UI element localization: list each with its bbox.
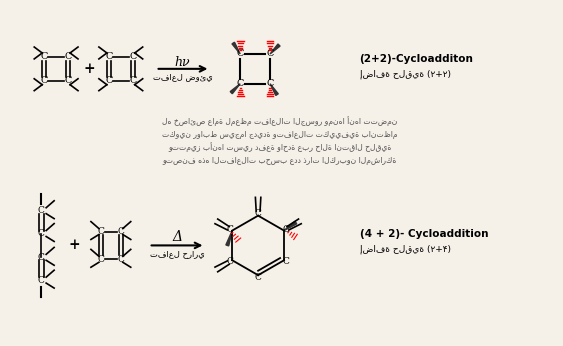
Text: C: C — [129, 53, 136, 62]
Text: C: C — [117, 227, 124, 236]
Text: C: C — [129, 76, 136, 85]
Text: C: C — [64, 76, 72, 85]
Polygon shape — [284, 221, 297, 230]
Text: له خصائص عامة لمعظم تفاعلات الجسور ومنها أنها تتضمن: له خصائص عامة لمعظم تفاعلات الجسور ومنها… — [162, 117, 397, 126]
Text: hν: hν — [175, 56, 190, 70]
Text: C: C — [41, 53, 48, 62]
Text: C: C — [38, 276, 44, 285]
Text: تفاعل ضوئي: تفاعل ضوئي — [153, 72, 212, 81]
Text: C: C — [38, 253, 44, 262]
Polygon shape — [226, 230, 233, 246]
Text: C: C — [226, 257, 233, 266]
Text: وتتميز بأنها تسير دفعة واحدة عبر حالة انتقال حلقية: وتتميز بأنها تسير دفعة واحدة عبر حالة ان… — [168, 142, 392, 152]
Text: C: C — [64, 53, 72, 62]
Text: (4 + 2)- Cycloaddition: (4 + 2)- Cycloaddition — [360, 228, 488, 238]
Polygon shape — [232, 42, 240, 54]
Text: تكوين روابط سيجما جديدة وتفاعلات تكييفية بانتظام: تكوين روابط سيجما جديدة وتفاعلات تكييفية… — [162, 130, 397, 139]
Text: C: C — [226, 225, 233, 234]
Text: +: + — [83, 62, 95, 76]
Polygon shape — [270, 84, 278, 95]
Text: Δ: Δ — [172, 230, 182, 245]
Text: C: C — [236, 79, 244, 88]
Text: C: C — [266, 79, 274, 88]
Text: C: C — [97, 227, 104, 236]
Text: إضافة حلقية (۲+۴): إضافة حلقية (۲+۴) — [360, 245, 450, 254]
Text: C: C — [38, 206, 44, 215]
Text: C: C — [41, 76, 48, 85]
Text: (2+2)-Cycloadditon: (2+2)-Cycloadditon — [360, 54, 473, 64]
Text: C: C — [105, 76, 113, 85]
Text: +: + — [68, 238, 80, 253]
Text: C: C — [266, 49, 274, 58]
Text: وتصنف هذه التفاعلات بحسب عدد ذرات الكربون المشاركة: وتصنف هذه التفاعلات بحسب عدد ذرات الكربو… — [163, 156, 397, 165]
Polygon shape — [270, 44, 280, 54]
Text: C: C — [97, 255, 104, 264]
Text: C: C — [236, 49, 244, 58]
Text: تفاعل حراري: تفاعل حراري — [150, 249, 205, 258]
Text: C: C — [105, 53, 113, 62]
Text: إضافة حلقية (۲+۲): إضافة حلقية (۲+۲) — [360, 70, 450, 80]
Text: C: C — [283, 225, 289, 234]
Text: C: C — [38, 229, 44, 238]
Text: C: C — [283, 257, 289, 266]
Polygon shape — [230, 84, 240, 94]
Text: C: C — [117, 255, 124, 264]
Text: C: C — [254, 209, 262, 218]
Text: C: C — [254, 273, 262, 282]
